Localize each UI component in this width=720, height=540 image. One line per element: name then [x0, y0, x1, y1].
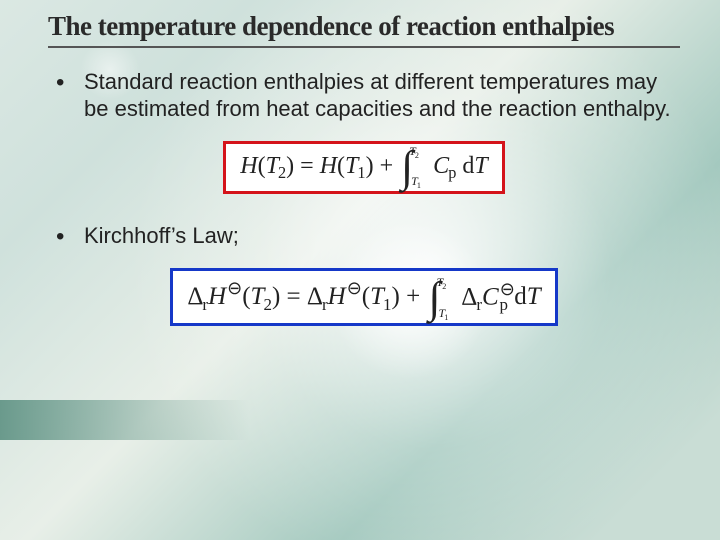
eq1-int-lower: T1 — [411, 174, 421, 190]
eq1-diff-var: T — [474, 153, 487, 179]
standard-state-icon: ⊖ — [347, 278, 362, 298]
eq1-integrand-sub: p — [448, 163, 456, 182]
bullet-1: Standard reaction enthalpies at differen… — [56, 68, 680, 123]
slide-body: The temperature dependence of reaction e… — [0, 0, 720, 540]
eq1-eqsign: = — [300, 153, 314, 179]
equation-2-container: ΔrH⊖ (T2) = ΔrH⊖ (T1) + ∫ T2 T1 ΔrC⊖p dT — [48, 268, 680, 326]
eq2-int-upper-sub: 2 — [442, 282, 446, 291]
eq2-lhs-argsub: 2 — [263, 295, 272, 314]
eq2-integrand-deltaC: ΔrC⊖p — [461, 279, 508, 315]
eq2-rhs1-deltaH: ΔrH⊖ — [307, 283, 362, 315]
eq1-int-lower-sub: 1 — [417, 181, 421, 190]
eq1-int-upper-sub: 2 — [415, 151, 419, 160]
eq1-rhs1-func: H — [320, 153, 337, 179]
eq2-C-scripts: ⊖p — [499, 279, 508, 315]
eq1-lhs-func: H — [240, 153, 257, 179]
equation-2: ΔrH⊖ (T2) = ΔrH⊖ (T1) + ∫ T2 T1 ΔrC⊖p dT — [187, 283, 540, 310]
eq1-integrand: C — [433, 153, 449, 179]
eq2-rhs1-argsub: 1 — [383, 295, 392, 314]
standard-state-icon: ⊖ — [227, 278, 242, 298]
eq2-int-upper: T2 — [437, 275, 447, 291]
eq2-delta-2: Δ — [307, 283, 323, 310]
eq1-lhs-argsub: 2 — [278, 163, 286, 182]
eq2-H-2: H — [328, 283, 346, 310]
equation-1: H(T2) = H(T1) + ∫ T2 T1 Cp dT — [240, 153, 487, 179]
eq2-diff-d: d — [514, 283, 527, 310]
bullet-2: Kirchhoff’s Law; — [56, 222, 680, 250]
eq1-diff-d: d — [462, 153, 474, 179]
eq2-int-lower: T1 — [439, 306, 449, 322]
slide-title: The temperature dependence of reaction e… — [48, 12, 680, 48]
eq2-eqsign: = — [287, 283, 301, 310]
equation-1-box: H(T2) = H(T1) + ∫ T2 T1 Cp dT — [223, 141, 504, 195]
eq2-lhs-deltaH: ΔrH⊖ — [187, 283, 242, 315]
eq2-delta-1: Δ — [187, 283, 203, 310]
standard-state-icon: ⊖ — [500, 279, 515, 299]
eq2-plus: + — [406, 283, 420, 310]
equation-1-container: H(T2) = H(T1) + ∫ T2 T1 Cp dT — [48, 141, 680, 195]
eq1-lhs-arg: T — [266, 153, 279, 179]
eq2-C: C — [482, 283, 499, 310]
eq2-integral: ∫ T2 T1 — [428, 283, 440, 314]
eq2-H-1: H — [208, 283, 226, 310]
eq1-integral: ∫ T2 T1 — [401, 152, 413, 183]
eq2-rhs1-arg: T — [370, 283, 384, 310]
eq2-diff-var: T — [527, 283, 541, 310]
eq2-delta-3: Δ — [461, 283, 477, 310]
eq1-plus: + — [380, 153, 394, 179]
equation-2-box: ΔrH⊖ (T2) = ΔrH⊖ (T1) + ∫ T2 T1 ΔrC⊖p dT — [170, 268, 557, 326]
eq2-int-lower-sub: 1 — [444, 313, 448, 322]
eq1-rhs1-argsub: 1 — [357, 163, 365, 182]
eq1-int-upper: T2 — [409, 144, 419, 160]
